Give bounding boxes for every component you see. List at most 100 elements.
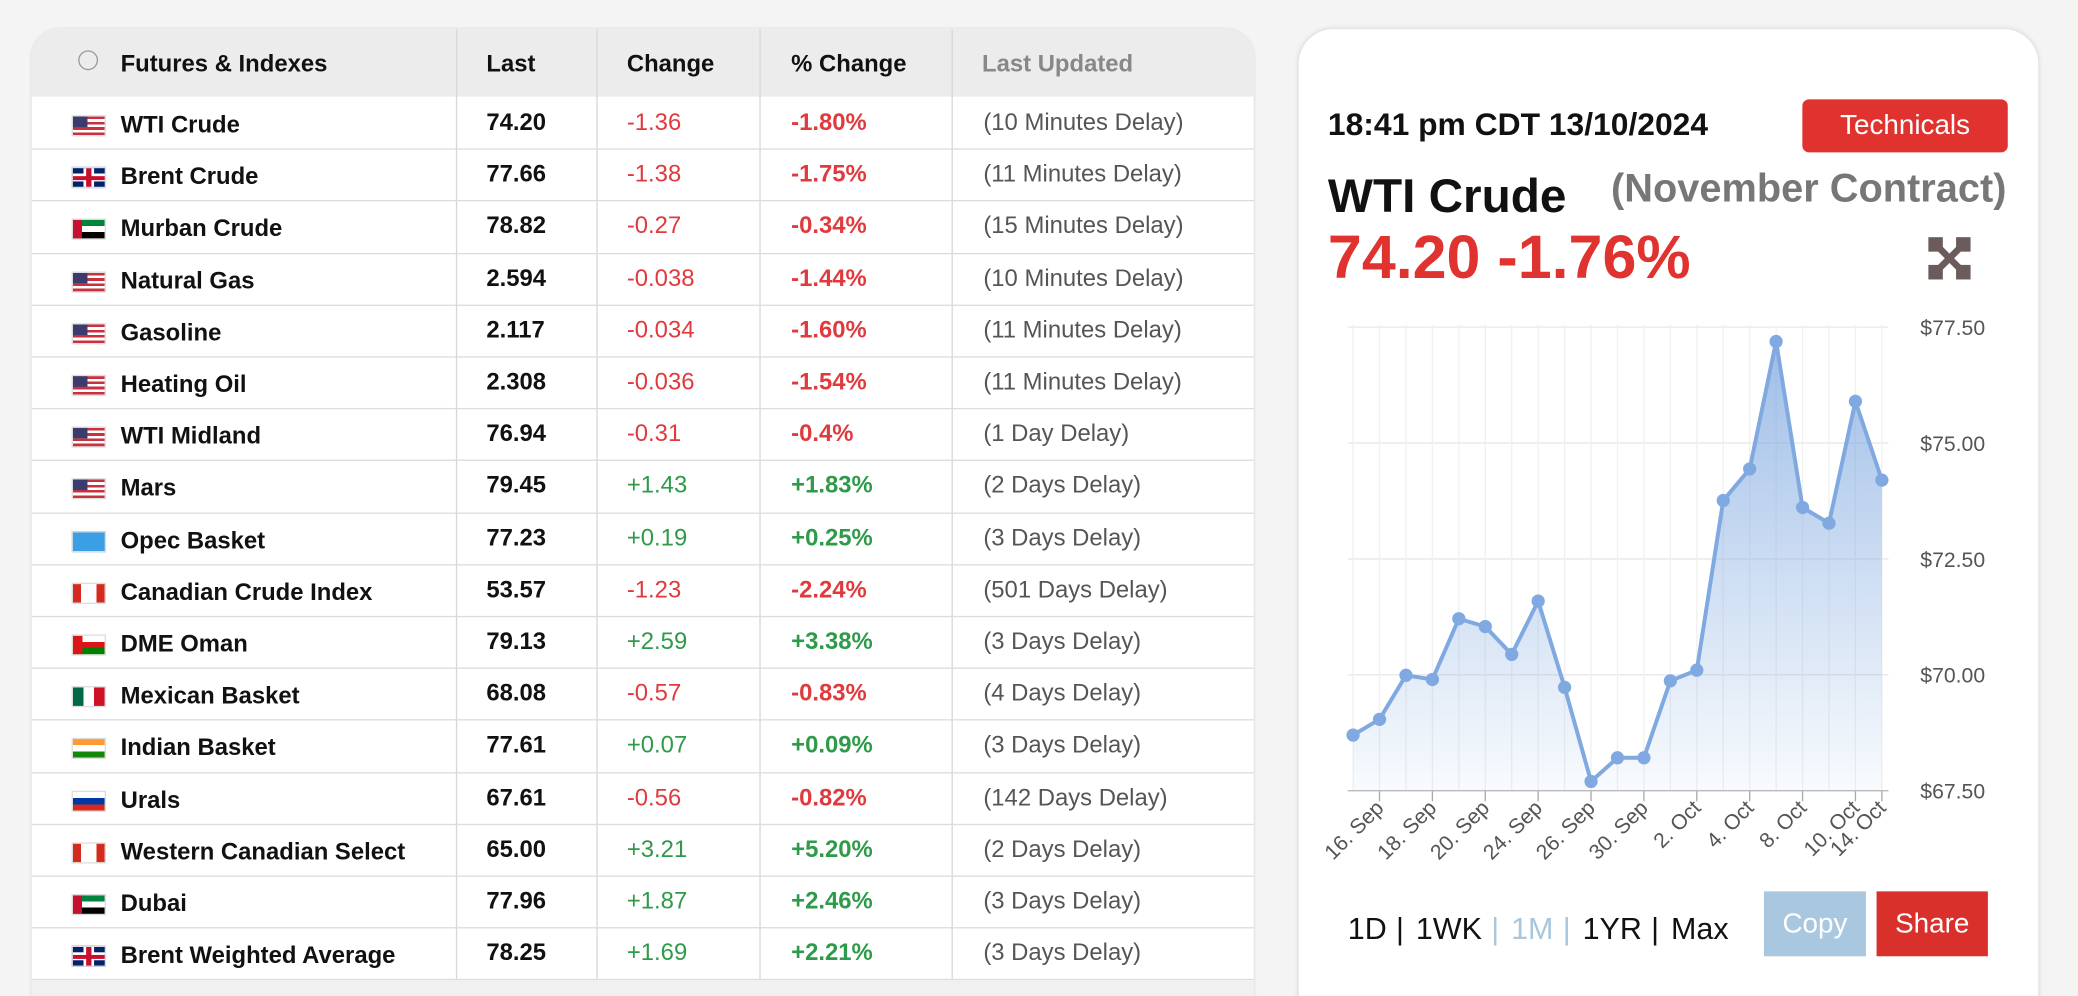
timestamp: 18:41 pm CDT 13/10/2024 (1327, 107, 1709, 144)
range-separator: | (1562, 911, 1571, 946)
flag-canton (72, 324, 88, 335)
row-name: Mexican Basket (120, 682, 300, 709)
row-divider (31, 667, 1254, 670)
point (1505, 647, 1519, 662)
contract: (November Contract) (1611, 166, 2007, 211)
change-value: -0.57 (626, 679, 682, 707)
flag-icon (71, 842, 107, 864)
pct-change-value: +5.20% (791, 835, 873, 862)
last-updated: (1 Day Delay) (983, 420, 1130, 447)
row-divider (31, 823, 1254, 825)
row-divider (31, 512, 1254, 514)
row-divider (31, 979, 1254, 981)
last-value: 53.57 (486, 575, 547, 603)
row-name: Brent Crude (120, 163, 259, 190)
change-value: -0.31 (626, 420, 682, 447)
row-name: Opec Basket (120, 526, 266, 554)
column-header: Last (486, 50, 536, 77)
chart-card (1298, 29, 2039, 996)
row-divider (31, 615, 1254, 618)
y-tick-label: $77.50 (1920, 317, 1985, 340)
pct-change-value: -0.34% (791, 212, 867, 239)
row-name: Western Canadian Select (120, 838, 406, 865)
header-bg (31, 29, 1254, 97)
column-header: Futures & Indexes (120, 50, 328, 77)
last-value: 2.117 (486, 316, 545, 343)
point (1769, 334, 1783, 349)
point (1637, 751, 1651, 765)
change-value: +0.19 (626, 523, 688, 551)
last-updated: (11 Minutes Delay) (983, 368, 1182, 395)
last-value: 74.20 (486, 108, 547, 136)
range-button[interactable]: 1D (1347, 911, 1387, 946)
row-name: Gasoline (120, 318, 222, 346)
flag-icon (71, 634, 107, 656)
flag-icon (71, 530, 107, 552)
last-value: 65.00 (486, 835, 547, 862)
last-updated: (15 Minutes Delay) (983, 212, 1184, 239)
flag-icon (71, 582, 107, 604)
change-value: -0.27 (626, 212, 682, 239)
pct-change-value: -1.54% (791, 368, 867, 395)
technicals-button[interactable]: Technicals (1802, 99, 2008, 153)
range-button[interactable]: 1M (1511, 911, 1554, 946)
point (1848, 394, 1863, 408)
pct-change-value: -0.82% (791, 783, 867, 811)
row-name: Dubai (120, 890, 187, 917)
flag-icon (71, 219, 107, 241)
change-value: -1.36 (626, 108, 682, 136)
row-divider (31, 252, 1254, 254)
pct-change-value: -0.4% (791, 420, 854, 447)
pct-change-value: -1.75% (791, 160, 867, 187)
flag-icon (71, 738, 107, 760)
instrument-name: WTI Crude (1327, 168, 1567, 223)
flag-icon (71, 115, 107, 137)
partial-row (31, 980, 1254, 996)
change-value: -0.038 (626, 264, 695, 291)
y-tick-label: $67.50 (1920, 781, 1985, 804)
row-divider (31, 875, 1254, 877)
pct-change-value: -2.24% (791, 575, 867, 603)
row-name: Mars (120, 474, 177, 502)
row-divider (31, 304, 1254, 306)
share-button[interactable]: Share (1876, 891, 1988, 957)
last-updated: (501 Days Delay) (983, 575, 1168, 603)
x-tick-label: 30. Sep (1585, 797, 1653, 865)
expand-icon[interactable] (1928, 237, 1971, 280)
column-header: Change (626, 50, 715, 77)
point (1425, 672, 1440, 687)
range-button[interactable]: 1WK (1415, 911, 1482, 946)
copy-button[interactable]: Copy (1763, 891, 1866, 957)
last-updated: (10 Minutes Delay) (983, 264, 1184, 291)
point (1822, 516, 1836, 530)
globe-icon (78, 50, 99, 71)
pct-change-value: -0.83% (791, 679, 867, 707)
point (1875, 473, 1889, 487)
row-name: Murban Crude (120, 215, 283, 242)
row-divider (31, 356, 1254, 358)
point (1399, 668, 1413, 682)
row-divider (31, 148, 1254, 150)
flag-icon (71, 374, 107, 397)
flag-icon (71, 686, 107, 708)
range-button[interactable]: Max (1671, 911, 1729, 946)
flag-icon (71, 270, 107, 293)
pct-change-value: +0.09% (791, 731, 873, 759)
point (1690, 663, 1704, 677)
last-value: 78.25 (486, 939, 547, 966)
column-header: Last Updated (982, 50, 1134, 77)
row-divider (31, 200, 1254, 202)
last-updated: (2 Days Delay) (983, 472, 1142, 499)
last-value: 78.82 (486, 212, 547, 239)
range-separator: | (1396, 911, 1404, 946)
point (1478, 619, 1492, 634)
row-name: Indian Basket (120, 734, 276, 761)
point (1716, 493, 1730, 508)
point (1372, 712, 1387, 726)
flag-canton (72, 376, 88, 387)
row-divider (31, 719, 1254, 722)
range-button[interactable]: 1YR (1582, 911, 1642, 946)
point (1584, 774, 1598, 789)
